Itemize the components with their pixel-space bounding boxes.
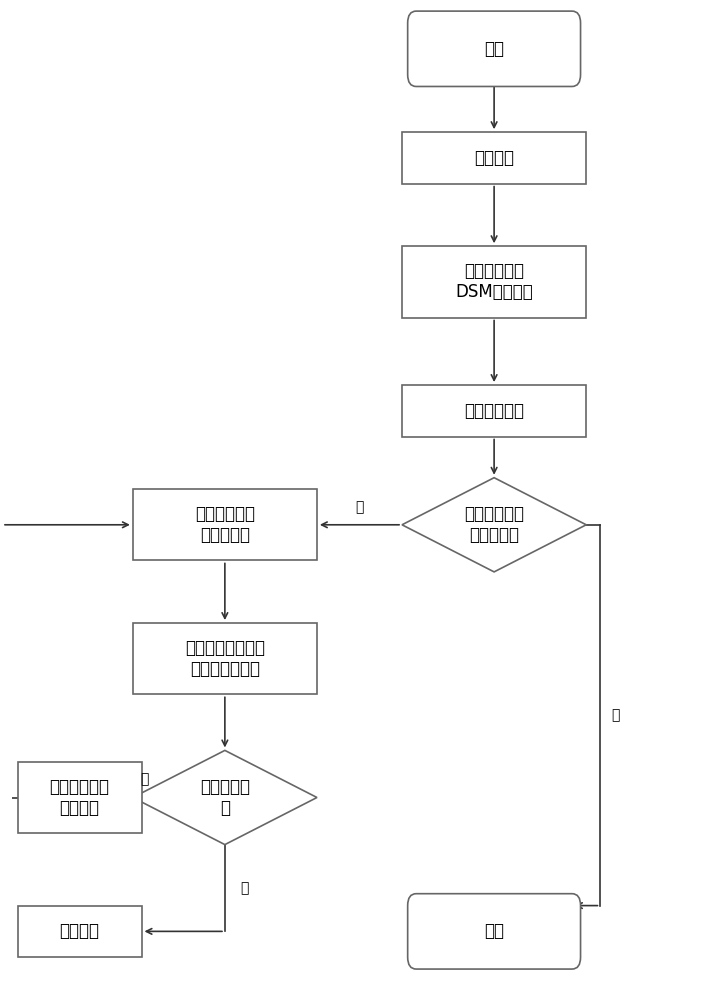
Polygon shape: [133, 750, 317, 845]
FancyBboxPatch shape: [133, 489, 317, 560]
Text: 不做处理: 不做处理: [59, 922, 99, 940]
FancyBboxPatch shape: [17, 906, 141, 957]
Text: 开始: 开始: [484, 40, 504, 58]
FancyBboxPatch shape: [133, 623, 317, 694]
Text: 是: 是: [241, 881, 249, 895]
FancyBboxPatch shape: [407, 894, 581, 969]
FancyBboxPatch shape: [17, 762, 141, 833]
Text: 否: 否: [140, 773, 149, 787]
Text: 获取屏幕范围
DSM瓦片数据: 获取屏幕范围 DSM瓦片数据: [455, 262, 533, 301]
Text: 否: 否: [355, 500, 364, 514]
FancyBboxPatch shape: [402, 385, 587, 437]
FancyBboxPatch shape: [402, 246, 587, 318]
FancyBboxPatch shape: [407, 11, 581, 86]
Text: 是否大于阈
值: 是否大于阈 值: [200, 778, 250, 817]
FancyBboxPatch shape: [402, 132, 587, 184]
Text: 结束: 结束: [484, 922, 504, 940]
Text: 是否完成屏幕
像素点处理: 是否完成屏幕 像素点处理: [464, 505, 524, 544]
Text: 获取屏幕像素
点对应高程: 获取屏幕像素 点对应高程: [195, 505, 255, 544]
Text: 加载底图: 加载底图: [474, 149, 514, 167]
Text: 改变底图对应
像素颜色: 改变底图对应 像素颜色: [49, 778, 109, 817]
Polygon shape: [402, 478, 587, 572]
Text: 是: 是: [611, 708, 619, 722]
Text: 设定飞行高度: 设定飞行高度: [464, 402, 524, 420]
Text: 计算当前像素点高
程与设定值高差: 计算当前像素点高 程与设定值高差: [185, 639, 265, 678]
